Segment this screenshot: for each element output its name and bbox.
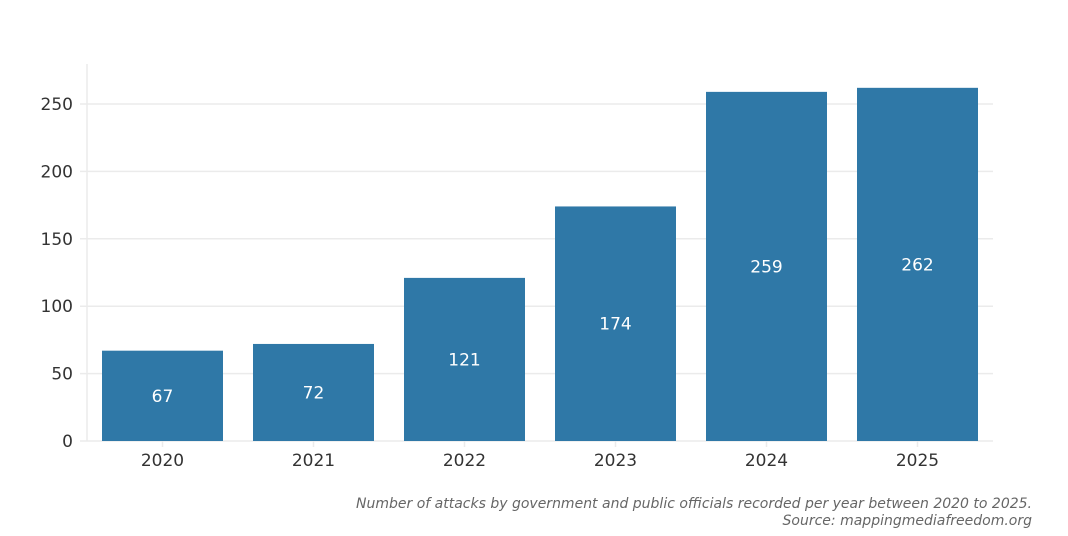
data-label: 121 (448, 350, 480, 370)
data-label: 72 (303, 383, 325, 403)
bar-2024 (706, 91, 827, 442)
bar-2022 (404, 277, 525, 441)
x-tick-label: 2023 (594, 451, 637, 471)
bar-2025 (857, 87, 978, 441)
bar-chart: 0 50 100 150 200 250 2020 67 2021 72 2022 121 2023 17… (41, 64, 993, 471)
data-label: 259 (750, 257, 782, 277)
x-tick-label: 2024 (745, 451, 788, 471)
data-label: 174 (599, 315, 631, 335)
caption-description: Number of attacks by government and publ… (356, 496, 1032, 512)
y-tick-label: 100 (41, 297, 73, 317)
y-tick-label: 200 (41, 162, 73, 182)
data-label: 262 (901, 255, 933, 275)
bar-2020 (102, 350, 223, 441)
bar-2021 (253, 343, 374, 441)
x-tick-label: 2020 (141, 451, 184, 471)
bar-2023 (555, 206, 676, 441)
data-label: 67 (152, 387, 174, 407)
x-tick-label: 2025 (896, 451, 939, 471)
chart-caption: Number of attacks by government and publ… (356, 496, 1032, 530)
y-tick-label: 150 (41, 230, 73, 250)
y-tick-label: 250 (41, 95, 73, 115)
caption-source: Source: mappingmediafreedom.org (782, 513, 1032, 529)
x-tick-label: 2022 (443, 451, 486, 471)
y-tick-label: 50 (51, 365, 73, 385)
y-tick-label: 0 (62, 432, 73, 452)
x-tick-label: 2021 (292, 451, 335, 471)
